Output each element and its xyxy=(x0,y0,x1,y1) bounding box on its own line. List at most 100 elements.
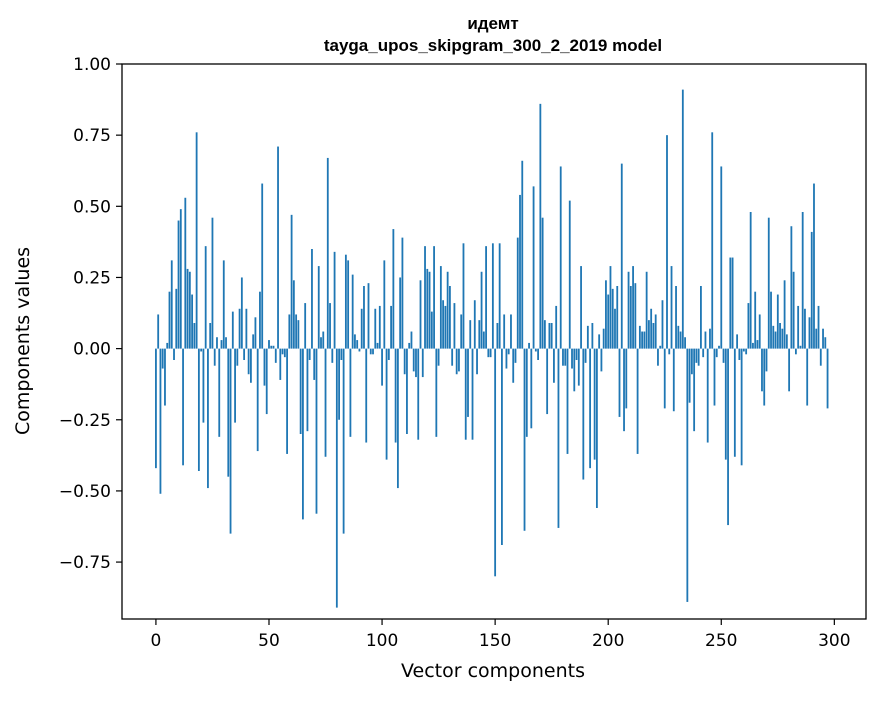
bar-component-74 xyxy=(322,331,325,349)
y-tick-label: 0.50 xyxy=(73,197,111,217)
bar-component-93 xyxy=(365,348,368,443)
bar-component-141 xyxy=(473,300,476,349)
x-tick-label: 250 xyxy=(705,631,737,651)
bar-component-8 xyxy=(173,348,175,360)
bar-component-105 xyxy=(392,229,395,349)
y-tick-label: −0.50 xyxy=(59,482,111,502)
bar-component-120 xyxy=(426,268,429,349)
y-tick-label: 0.75 xyxy=(73,126,111,146)
bar-component-56 xyxy=(281,348,284,355)
bar-component-160 xyxy=(516,237,519,349)
bar-component-205 xyxy=(618,348,621,417)
bar-component-292 xyxy=(815,328,818,349)
bar-component-68 xyxy=(308,348,311,360)
bar-component-193 xyxy=(591,323,594,349)
bar-component-198 xyxy=(602,328,605,349)
bar-component-213 xyxy=(636,348,639,454)
bar-component-25 xyxy=(211,217,214,349)
bar-component-242 xyxy=(702,348,705,358)
bar-component-84 xyxy=(344,254,347,349)
bar-component-51 xyxy=(270,345,273,349)
bar-component-19 xyxy=(197,348,200,471)
bar-component-59 xyxy=(288,314,291,349)
bar-component-235 xyxy=(686,348,689,602)
bar-component-134 xyxy=(458,348,460,372)
bar-component-104 xyxy=(390,305,393,349)
bar-component-274 xyxy=(774,331,777,349)
bar-component-175 xyxy=(550,323,553,349)
bar-component-71 xyxy=(315,348,318,514)
bar-component-227 xyxy=(668,348,671,355)
bar-component-27 xyxy=(216,337,218,349)
bar-component-259 xyxy=(740,348,743,466)
bar-component-128 xyxy=(444,305,447,349)
y-tick-label: −0.75 xyxy=(59,553,111,573)
bar-component-150 xyxy=(494,348,497,577)
bar-component-191 xyxy=(586,325,589,349)
bar-component-181 xyxy=(564,348,567,366)
bar-component-49 xyxy=(265,348,268,415)
bar-component-14 xyxy=(186,268,189,349)
bar-component-253 xyxy=(727,348,729,526)
x-axis-ticks: 0 50 100 150 200 250 300 xyxy=(151,619,851,651)
bar-component-290 xyxy=(810,231,813,349)
bar-component-130 xyxy=(449,286,451,349)
bar-component-149 xyxy=(491,243,494,349)
bar-component-287 xyxy=(804,308,806,349)
bar-component-48 xyxy=(263,348,266,386)
bar-component-85 xyxy=(347,260,350,349)
bar-component-133 xyxy=(455,348,458,375)
bar-component-195 xyxy=(595,348,598,508)
bar-component-18 xyxy=(195,132,198,349)
y-tick-label: 0.00 xyxy=(73,340,111,360)
bar-component-55 xyxy=(279,348,282,380)
bar-component-140 xyxy=(471,348,474,440)
bar-component-15 xyxy=(188,271,191,349)
bar-component-47 xyxy=(261,183,264,349)
x-tick-label: 0 xyxy=(151,631,162,651)
bar-component-255 xyxy=(731,257,734,349)
bar-component-182 xyxy=(566,348,569,454)
bar-component-12 xyxy=(182,348,184,466)
bar-component-268 xyxy=(761,348,763,392)
bar-component-226 xyxy=(666,135,668,349)
bar-component-196 xyxy=(598,334,601,349)
bar-component-155 xyxy=(505,348,508,369)
bar-component-92 xyxy=(363,286,365,349)
bar-component-169 xyxy=(537,348,539,360)
bar-component-157 xyxy=(510,314,512,349)
bar-component-44 xyxy=(254,317,257,349)
bar-component-187 xyxy=(577,348,580,386)
bar-component-257 xyxy=(736,334,739,349)
bar-component-146 xyxy=(485,246,487,349)
bar-component-244 xyxy=(706,348,709,443)
bar-component-189 xyxy=(582,348,585,480)
bar-component-34 xyxy=(231,311,234,349)
bar-component-241 xyxy=(700,286,702,349)
y-axis-label: Components values xyxy=(12,247,34,435)
bar-component-251 xyxy=(722,348,725,363)
bar-component-87 xyxy=(351,274,354,349)
bar-component-164 xyxy=(525,348,528,437)
bar-component-132 xyxy=(453,303,456,349)
bar-component-143 xyxy=(478,320,481,349)
bar-component-229 xyxy=(672,348,675,412)
bar-component-22 xyxy=(204,246,207,349)
bar-component-176 xyxy=(553,348,555,383)
bar-component-82 xyxy=(340,348,343,360)
bar-component-114 xyxy=(412,348,415,372)
bar-component-117 xyxy=(419,280,422,349)
bar-component-10 xyxy=(177,220,180,349)
bar-component-118 xyxy=(421,348,424,378)
bar-component-9 xyxy=(175,288,178,349)
bar-component-252 xyxy=(724,348,727,460)
bar-component-233 xyxy=(681,89,684,349)
bar-component-240 xyxy=(697,348,700,366)
bar-component-210 xyxy=(629,286,632,349)
bar-component-95 xyxy=(369,348,372,355)
bar-component-46 xyxy=(259,291,261,349)
bar-component-129 xyxy=(446,271,449,349)
bar-component-78 xyxy=(331,348,334,363)
bar-component-269 xyxy=(763,348,766,406)
